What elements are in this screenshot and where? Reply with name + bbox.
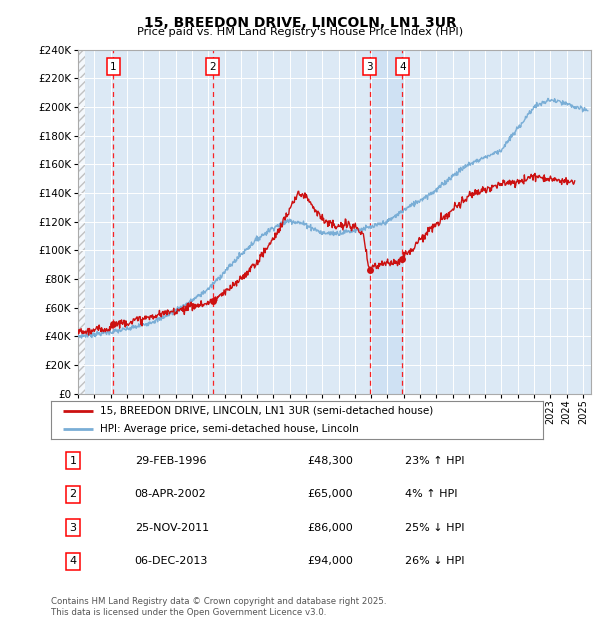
Text: 23% ↑ HPI: 23% ↑ HPI xyxy=(405,456,465,466)
Text: 4: 4 xyxy=(70,556,77,566)
Text: 15, BREEDON DRIVE, LINCOLN, LN1 3UR (semi-detached house): 15, BREEDON DRIVE, LINCOLN, LN1 3UR (sem… xyxy=(100,406,433,416)
Text: Contains HM Land Registry data © Crown copyright and database right 2025.
This d: Contains HM Land Registry data © Crown c… xyxy=(51,598,386,617)
Text: £65,000: £65,000 xyxy=(307,489,352,499)
Text: Price paid vs. HM Land Registry's House Price Index (HPI): Price paid vs. HM Land Registry's House … xyxy=(137,27,463,37)
Text: HPI: Average price, semi-detached house, Lincoln: HPI: Average price, semi-detached house,… xyxy=(100,423,359,433)
Text: 26% ↓ HPI: 26% ↓ HPI xyxy=(405,556,465,566)
Text: 08-APR-2002: 08-APR-2002 xyxy=(134,489,206,499)
Text: 4: 4 xyxy=(399,62,406,72)
Text: 4% ↑ HPI: 4% ↑ HPI xyxy=(405,489,458,499)
Text: 3: 3 xyxy=(366,62,373,72)
Text: 2: 2 xyxy=(70,489,77,499)
Text: 29-FEB-1996: 29-FEB-1996 xyxy=(134,456,206,466)
Text: 2: 2 xyxy=(209,62,216,72)
Text: 25% ↓ HPI: 25% ↓ HPI xyxy=(405,523,465,533)
Text: 25-NOV-2011: 25-NOV-2011 xyxy=(134,523,209,533)
Text: £86,000: £86,000 xyxy=(307,523,353,533)
Text: 15, BREEDON DRIVE, LINCOLN, LN1 3UR: 15, BREEDON DRIVE, LINCOLN, LN1 3UR xyxy=(143,16,457,30)
Text: 06-DEC-2013: 06-DEC-2013 xyxy=(134,556,208,566)
Bar xyxy=(370,50,403,394)
Text: 1: 1 xyxy=(110,62,116,72)
Text: £94,000: £94,000 xyxy=(307,556,353,566)
Text: 3: 3 xyxy=(70,523,77,533)
Text: 1: 1 xyxy=(70,456,77,466)
Text: £48,300: £48,300 xyxy=(307,456,353,466)
